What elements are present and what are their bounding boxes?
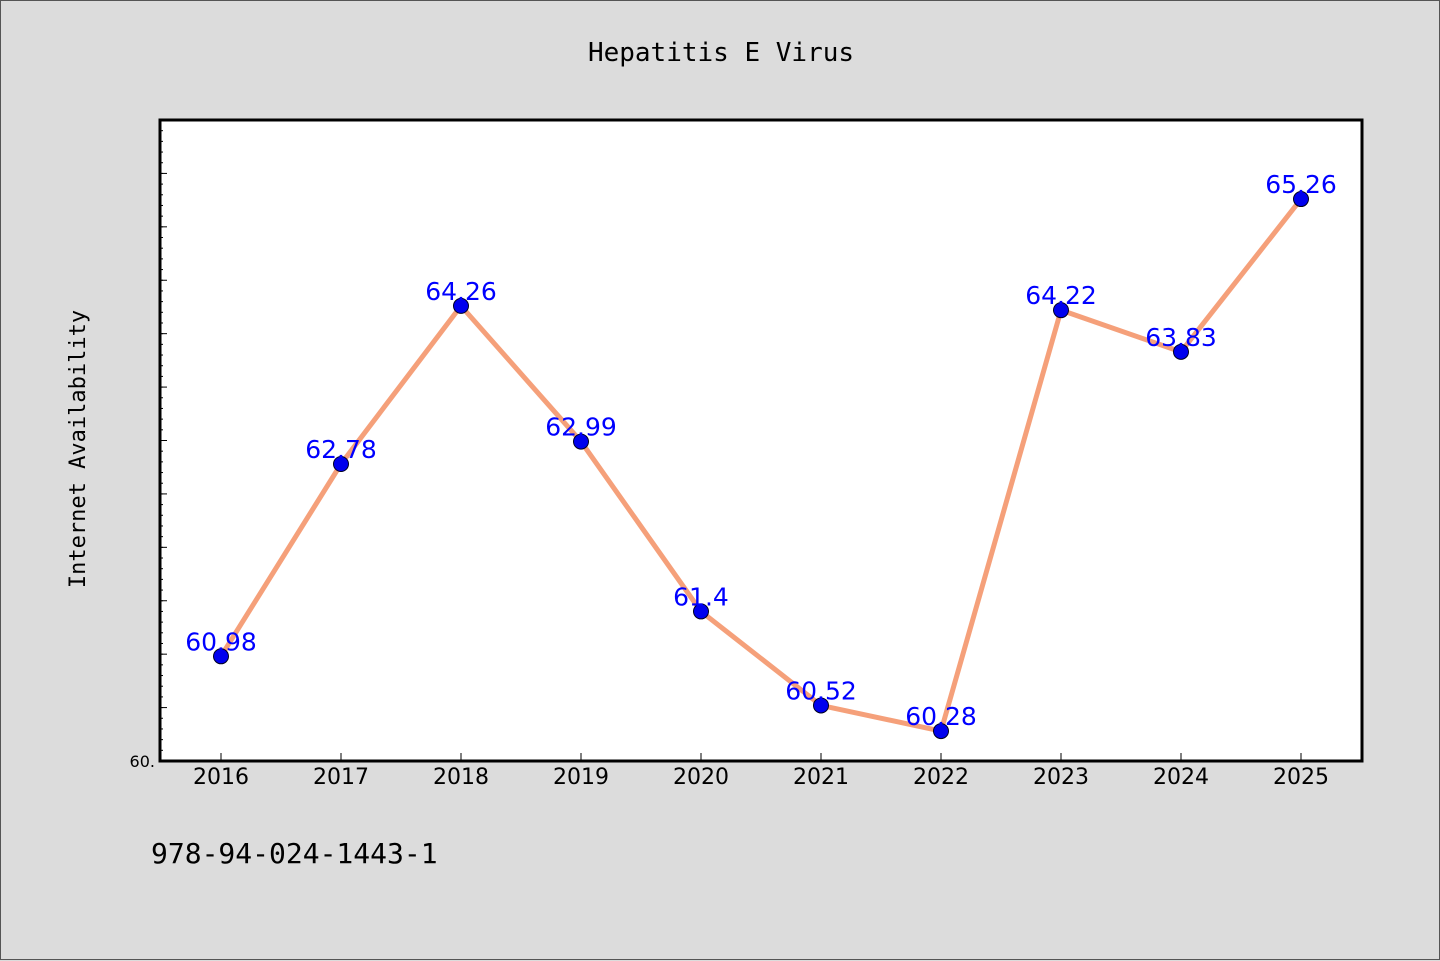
- data-point: [1173, 343, 1189, 360]
- data-label: 60.28: [905, 702, 977, 731]
- data-point: [933, 723, 949, 740]
- x-tick-label: 2023: [1033, 765, 1089, 790]
- data-label: 63.83: [1145, 323, 1217, 352]
- data-label: 61.4: [673, 582, 729, 611]
- data-label: 64.22: [1025, 281, 1097, 310]
- x-tick-label: 2021: [793, 765, 849, 790]
- data-markers: [213, 191, 1309, 740]
- x-tick-label: 2019: [553, 765, 609, 790]
- y-tick-label: 60.: [130, 752, 155, 771]
- data-point: [573, 433, 589, 450]
- chart-title: Hepatitis E Virus: [588, 38, 854, 68]
- x-tick-label: 2018: [433, 765, 489, 790]
- data-point: [333, 456, 349, 473]
- series-line: [218, 196, 1304, 734]
- x-axis-ticks: 2016 2017 2018 2019 2020 2021 2022 2023 2024 2025: [193, 753, 1329, 790]
- x-tick-label: 2025: [1273, 765, 1329, 790]
- data-point: [1293, 191, 1309, 208]
- data-label: 60.52: [785, 676, 857, 705]
- data-label: 62.78: [305, 435, 377, 464]
- data-point: [453, 297, 469, 314]
- series-line-group: [218, 196, 1304, 734]
- data-point: [1053, 302, 1069, 319]
- data-point: [813, 697, 829, 714]
- y-axis-label: Internet Availability: [66, 310, 91, 588]
- data-label: 62.99: [545, 413, 617, 442]
- x-tick-label: 2017: [313, 765, 369, 790]
- data-label: 64.26: [425, 277, 497, 306]
- data-point: [693, 603, 709, 620]
- x-tick-label: 2016: [193, 765, 249, 790]
- y-axis-ticks: [160, 130, 167, 751]
- data-label: 65.26: [1265, 170, 1337, 199]
- data-point: [213, 648, 229, 665]
- x-tick-label: 2022: [913, 765, 969, 790]
- x-tick-label: 2020: [673, 765, 729, 790]
- x-tick-label: 2024: [1153, 765, 1209, 790]
- data-label: 60.98: [185, 627, 257, 656]
- data-labels: 60.98 62.78 64.26 62.99 61.4 60.52 60.28 64.22 6…: [185, 170, 1337, 731]
- footer-code: 978-94-024-1443-1: [151, 837, 438, 870]
